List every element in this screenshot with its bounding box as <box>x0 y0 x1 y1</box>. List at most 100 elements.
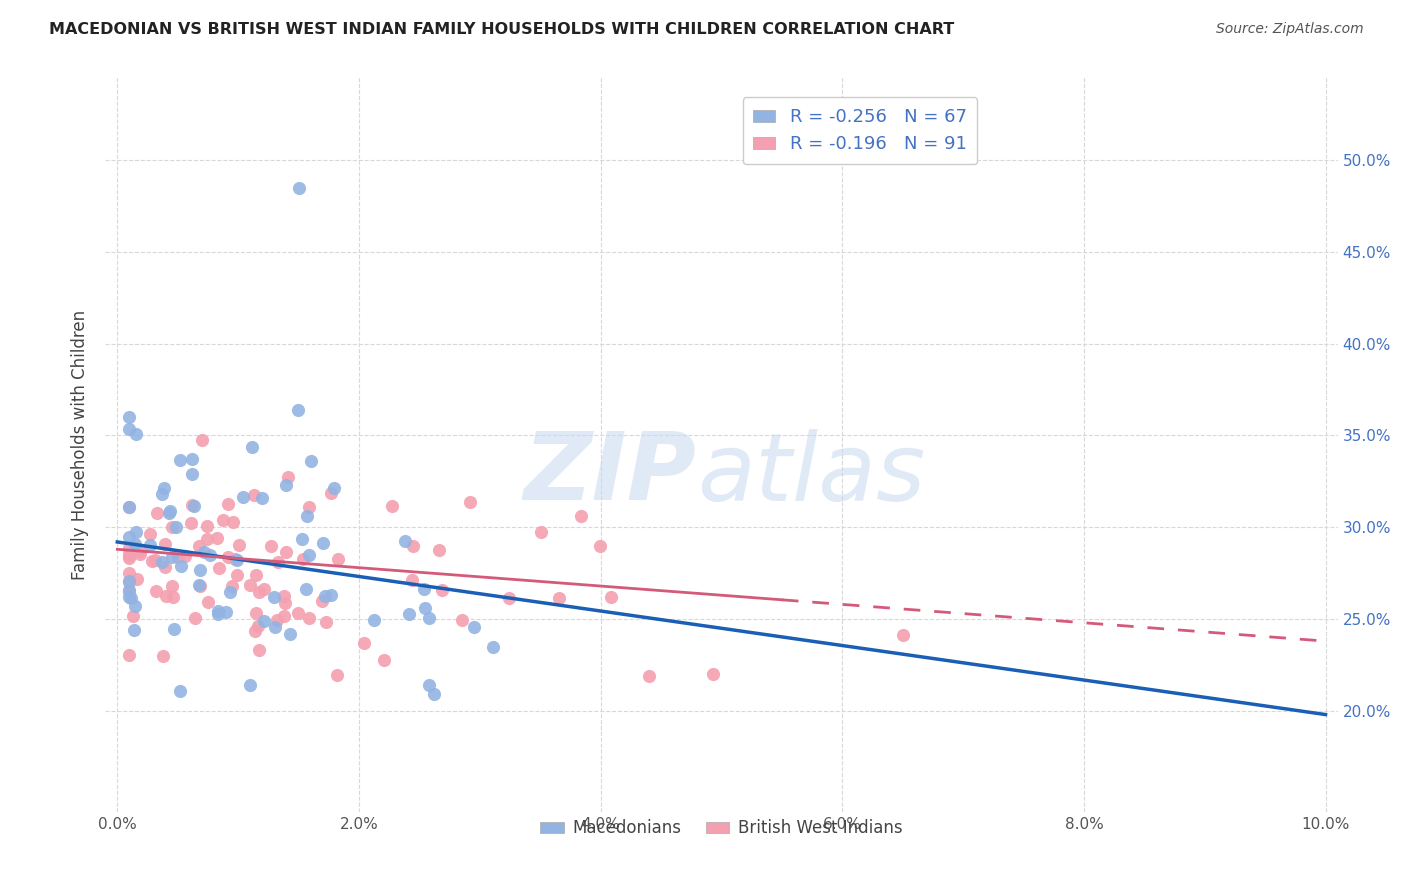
Point <box>215 605 238 619</box>
Point <box>291 532 314 546</box>
Point <box>138 527 160 541</box>
Point <box>183 610 205 624</box>
Point <box>315 615 337 629</box>
Point <box>891 628 914 642</box>
Point <box>273 609 295 624</box>
Point <box>589 539 612 553</box>
Text: MACEDONIAN VS BRITISH WEST INDIAN FAMILY HOUSEHOLDS WITH CHILDREN CORRELATION CH: MACEDONIAN VS BRITISH WEST INDIAN FAMILY… <box>49 22 955 37</box>
Point <box>222 515 245 529</box>
Point <box>118 648 141 662</box>
Point <box>165 520 187 534</box>
Point <box>160 520 183 534</box>
Point <box>180 516 202 530</box>
Point <box>252 491 274 506</box>
Point <box>174 549 197 564</box>
Point <box>124 540 146 554</box>
Point <box>157 506 180 520</box>
Point <box>125 524 148 539</box>
Point <box>226 553 249 567</box>
Point <box>273 590 295 604</box>
Text: ZIP: ZIP <box>524 428 697 520</box>
Point <box>188 579 211 593</box>
Point <box>217 497 239 511</box>
Point <box>637 669 659 683</box>
Point <box>274 544 297 558</box>
Point <box>143 553 166 567</box>
Point <box>243 624 266 638</box>
Point <box>295 508 318 523</box>
Point <box>353 636 375 650</box>
Point <box>118 541 141 556</box>
Point <box>221 579 243 593</box>
Point <box>245 606 267 620</box>
Point <box>170 558 193 573</box>
Point <box>153 537 176 551</box>
Point <box>208 561 231 575</box>
Point <box>118 575 141 590</box>
Point <box>287 180 309 194</box>
Point <box>118 547 141 561</box>
Point <box>159 504 181 518</box>
Point <box>124 599 146 613</box>
Point <box>314 590 336 604</box>
Point <box>127 572 149 586</box>
Point <box>212 512 235 526</box>
Point <box>247 643 270 657</box>
Point <box>118 566 141 580</box>
Point <box>160 549 183 564</box>
Point <box>169 684 191 698</box>
Point <box>153 481 176 495</box>
Point <box>224 552 246 566</box>
Point <box>152 648 174 663</box>
Text: atlas: atlas <box>697 428 925 519</box>
Point <box>217 550 239 565</box>
Point <box>118 550 141 565</box>
Point <box>200 548 222 562</box>
Point <box>253 614 276 628</box>
Point <box>402 540 425 554</box>
Point <box>295 582 318 596</box>
Point <box>163 622 186 636</box>
Point <box>183 500 205 514</box>
Point <box>432 582 454 597</box>
Point <box>264 620 287 634</box>
Point <box>311 536 333 550</box>
Point <box>311 593 333 607</box>
Point <box>702 666 724 681</box>
Point <box>118 583 141 598</box>
Point <box>219 584 242 599</box>
Point <box>231 490 253 504</box>
Point <box>129 548 152 562</box>
Point <box>118 500 141 514</box>
Point <box>118 422 141 436</box>
Point <box>547 591 569 606</box>
Point <box>153 560 176 574</box>
Point <box>118 584 141 599</box>
Point <box>363 613 385 627</box>
Point <box>321 486 343 500</box>
Point <box>326 552 349 566</box>
Point <box>139 538 162 552</box>
Point <box>162 579 184 593</box>
Point <box>299 454 322 468</box>
Point <box>278 627 301 641</box>
Point <box>373 653 395 667</box>
Point <box>145 583 167 598</box>
Point <box>418 611 440 625</box>
Point <box>150 555 173 569</box>
Y-axis label: Family Households with Children: Family Households with Children <box>72 310 89 580</box>
Point <box>530 524 553 539</box>
Point <box>193 545 215 559</box>
Point <box>181 498 204 512</box>
Point <box>195 519 218 533</box>
Point <box>422 687 444 701</box>
Point <box>243 488 266 502</box>
Point <box>191 434 214 448</box>
Point <box>124 427 146 442</box>
Point <box>498 591 520 606</box>
Point <box>150 487 173 501</box>
Point <box>398 607 420 621</box>
Point <box>121 609 143 624</box>
Point <box>298 500 321 515</box>
Point <box>195 532 218 546</box>
